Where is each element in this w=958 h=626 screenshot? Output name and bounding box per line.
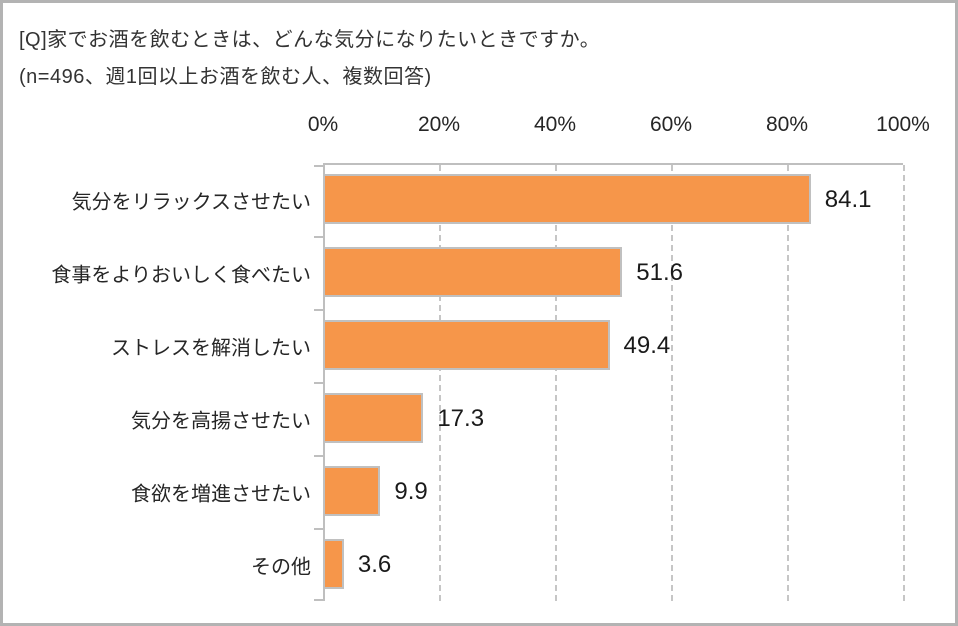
category-label: 食事をよりおいしく食べたい xyxy=(51,264,311,286)
y-axis-tick xyxy=(314,455,325,457)
value-label: 51.6 xyxy=(636,258,683,286)
bar xyxy=(323,320,610,370)
bar xyxy=(323,247,623,297)
y-axis-tick xyxy=(314,165,325,167)
category-label: 食欲を増進させたい xyxy=(131,483,311,505)
category-label: その他 xyxy=(251,556,311,578)
bar xyxy=(323,466,381,516)
value-label: 9.9 xyxy=(394,477,428,505)
bar-row: 食事をよりおいしく食べたい 51.6 xyxy=(3,236,955,309)
value-label: 49.4 xyxy=(623,331,671,359)
y-axis-tick xyxy=(314,236,325,238)
bar xyxy=(323,393,424,443)
y-axis-tick xyxy=(314,599,325,601)
bar-row: ストレスを解消したい 49.4 xyxy=(3,309,955,382)
value-label: 84.1 xyxy=(824,185,872,213)
chart-sample-note: (n=496、週1回以上お酒を飲む人、複数回答) xyxy=(19,66,432,88)
y-axis-tick xyxy=(314,309,325,311)
gridline xyxy=(439,165,441,601)
bar xyxy=(323,539,344,589)
plot-area xyxy=(314,163,905,601)
bar-row: 気分を高揚させたい 17.3 xyxy=(3,382,955,455)
bar-row: 気分をリラックスさせたい 84.1 xyxy=(3,163,955,236)
category-label: 気分をリラックスさせたい xyxy=(71,191,311,213)
chart-body: 気分をリラックスさせたい 84.1 食事をよりおいしく食べたい 51.6 ストレ… xyxy=(3,163,955,601)
x-axis-tick-label: 20% xyxy=(417,113,461,136)
value-label: 17.3 xyxy=(437,404,485,432)
y-axis-tick xyxy=(314,382,325,384)
chart-question-title: [Q]家でお酒を飲むときは、どんな気分になりたいときですか。 xyxy=(19,29,601,51)
value-label: 3.6 xyxy=(357,550,392,578)
gridline xyxy=(671,165,673,601)
gridline xyxy=(903,165,905,601)
x-axis-tick-label: 0% xyxy=(307,113,339,136)
gridline xyxy=(555,165,557,601)
category-label: 気分を高揚させたい xyxy=(131,410,311,432)
y-axis-tick xyxy=(314,528,325,530)
x-axis-tick-label: 40% xyxy=(533,113,577,136)
bar xyxy=(323,174,811,224)
x-axis-tick-label: 100% xyxy=(876,113,930,136)
x-axis-tick-label: 80% xyxy=(765,113,809,136)
category-label: ストレスを解消したい xyxy=(111,337,311,359)
x-axis: 0% 20% 40% 60% 80% 100% xyxy=(3,113,955,143)
bar-row: その他 3.6 xyxy=(3,528,955,601)
gridline xyxy=(787,165,789,601)
bar-row: 食欲を増進させたい 9.9 xyxy=(3,455,955,528)
x-axis-tick-label: 60% xyxy=(649,113,693,136)
